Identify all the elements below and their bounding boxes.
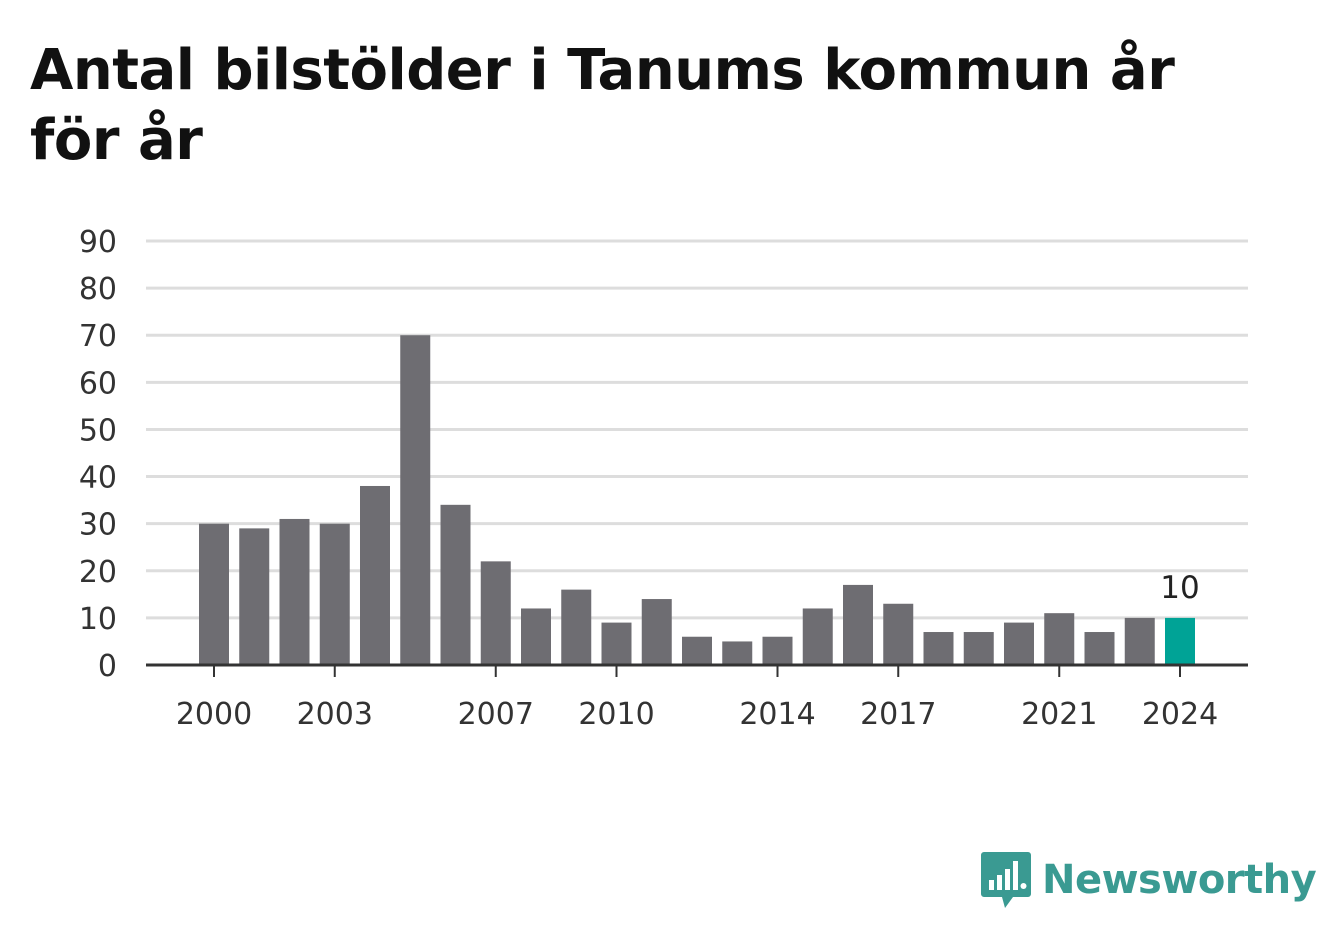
bar bbox=[762, 636, 793, 665]
bar bbox=[1004, 622, 1034, 665]
x-tick-label: 2024 bbox=[1142, 697, 1218, 732]
x-tick-label: 2003 bbox=[297, 697, 373, 732]
y-tick-label: 20 bbox=[79, 555, 117, 590]
chart-speech-bubble-icon bbox=[981, 852, 1031, 908]
bar bbox=[883, 603, 914, 665]
x-tick-label: 2007 bbox=[458, 697, 534, 732]
y-tick-label: 50 bbox=[79, 413, 117, 448]
bar bbox=[319, 523, 350, 665]
bar bbox=[440, 504, 471, 665]
bar bbox=[843, 584, 873, 665]
bar bbox=[1084, 632, 1115, 665]
y-tick-label: 0 bbox=[98, 649, 117, 684]
chart-title: Antal bilstölder i Tanums kommun år för … bbox=[30, 38, 1175, 173]
bar bbox=[1165, 617, 1195, 665]
bar bbox=[963, 632, 994, 665]
y-tick-label: 40 bbox=[79, 461, 117, 496]
gridlines bbox=[146, 239, 1248, 620]
bar bbox=[682, 636, 712, 665]
bar bbox=[360, 485, 390, 665]
bar bbox=[1044, 613, 1075, 665]
y-tick-label: 70 bbox=[79, 319, 117, 354]
brand-name: Newsworthy bbox=[1042, 857, 1317, 903]
bar bbox=[521, 608, 551, 665]
x-tick-label: 2010 bbox=[578, 697, 654, 732]
data-label: 10 bbox=[1160, 570, 1199, 606]
bar bbox=[641, 599, 672, 665]
data-labels: 10 bbox=[1160, 570, 1199, 606]
bar bbox=[400, 335, 431, 665]
x-tick-label: 2000 bbox=[176, 697, 252, 732]
bar bbox=[199, 523, 229, 665]
bars bbox=[199, 335, 1195, 665]
bar bbox=[1124, 617, 1155, 665]
y-axis-ticks: 0 10 20 30 40 50 60 70 80 90 bbox=[79, 225, 117, 684]
y-tick-label: 60 bbox=[79, 366, 117, 401]
y-tick-label: 30 bbox=[79, 508, 117, 543]
brand-logo: Newsworthy bbox=[980, 848, 1317, 912]
y-tick-label: 10 bbox=[79, 602, 117, 637]
bar bbox=[561, 589, 592, 665]
y-tick-label: 90 bbox=[79, 225, 117, 260]
y-tick-label: 80 bbox=[79, 272, 117, 307]
bar bbox=[722, 641, 753, 665]
x-tick-label: 2017 bbox=[860, 697, 936, 732]
x-tick-label: 2021 bbox=[1021, 697, 1097, 732]
bar bbox=[279, 518, 310, 665]
bar bbox=[239, 528, 270, 665]
bar bbox=[923, 632, 954, 665]
bar bbox=[480, 561, 511, 665]
x-axis-ticks: 2000 2003 2007 2010 2014 2017 2021 2024 bbox=[176, 665, 1218, 732]
bar bbox=[601, 622, 632, 665]
x-tick-label: 2014 bbox=[739, 697, 815, 732]
bar bbox=[802, 608, 833, 665]
